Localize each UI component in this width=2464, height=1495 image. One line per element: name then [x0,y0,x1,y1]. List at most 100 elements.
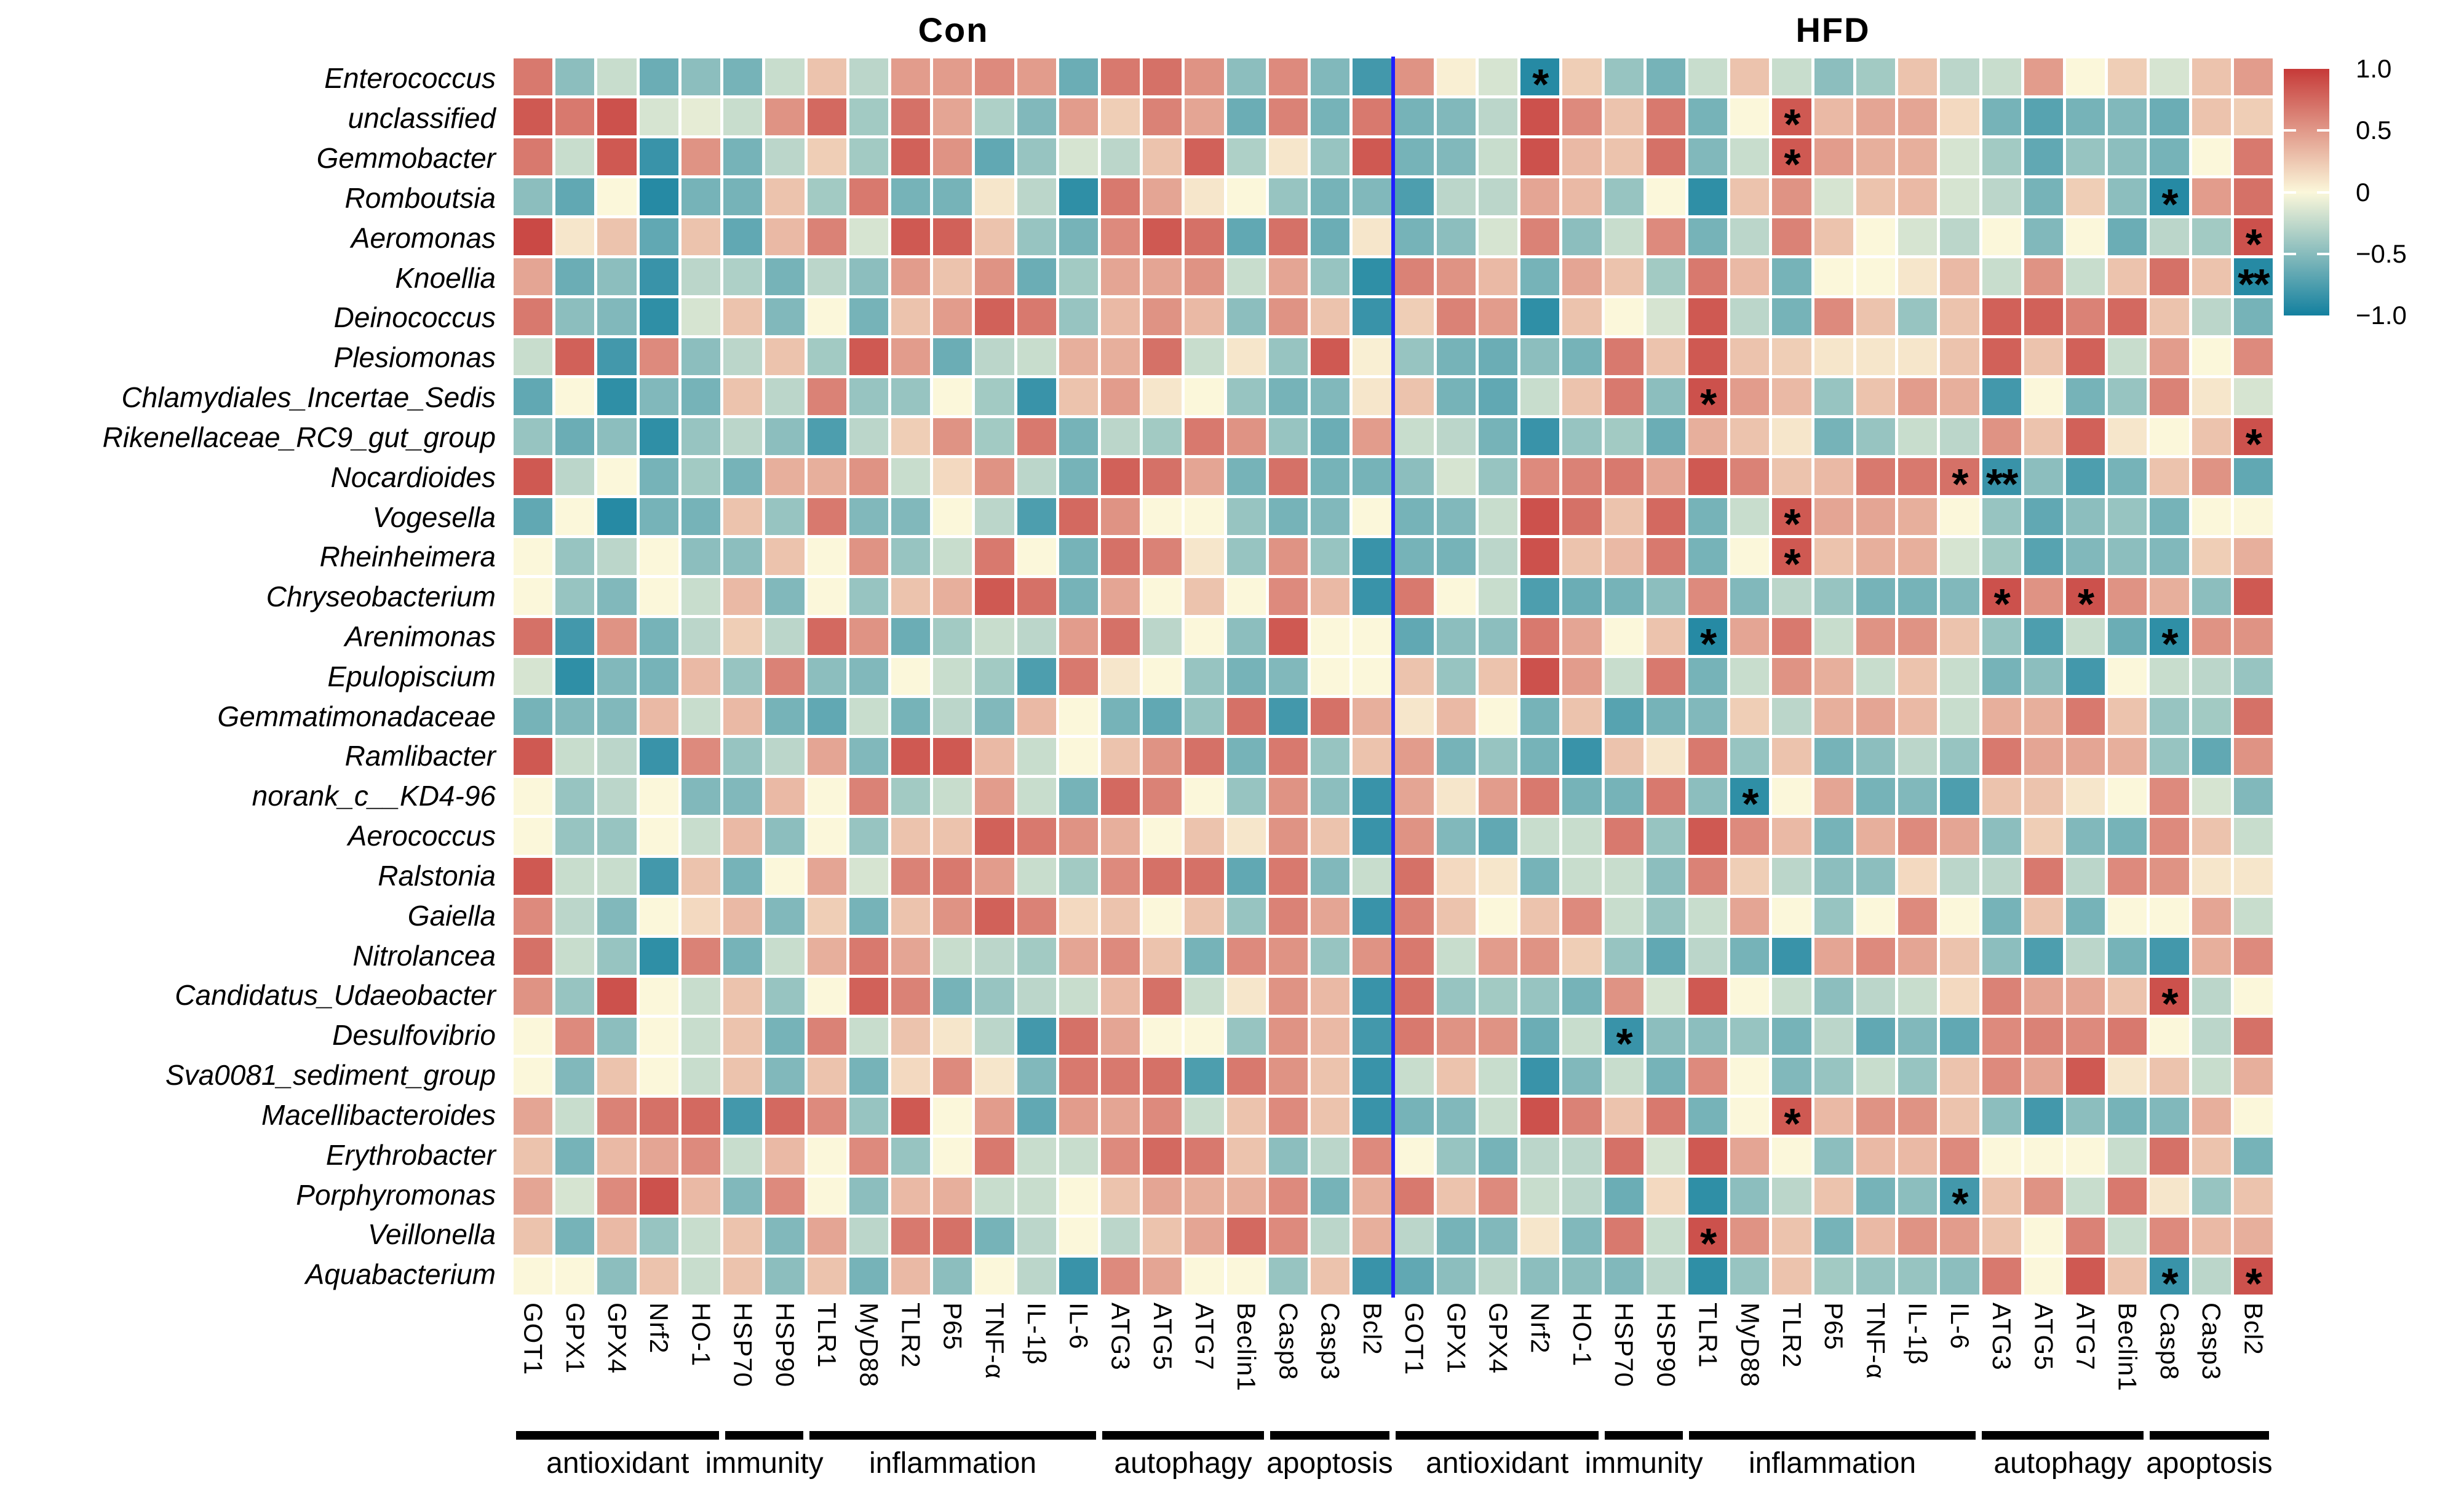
heatmap-cell [891,778,931,815]
row-label: Epulopiscium [327,660,496,692]
heatmap-cell [1688,538,1728,575]
heatmap-cell [2065,898,2105,935]
heatmap-cell [975,1138,1014,1175]
heatmap-cell [1268,898,1308,935]
heatmap-cell [2108,258,2147,295]
heatmap-cell [1226,1178,1266,1215]
heatmap-cell [1311,1178,1350,1215]
heatmap-cell [1604,698,1643,735]
heatmap-cell [1604,1218,1643,1255]
heatmap-cell [1059,538,1098,575]
heatmap-cell [1520,338,1560,375]
heatmap-cell [2024,538,2063,575]
heatmap-cell [1059,858,1098,895]
heatmap-cell [1268,498,1308,535]
column-label: TLR2 [896,1303,926,1368]
heatmap-cell [2065,98,2105,135]
heatmap-cell [514,1218,553,1255]
heatmap-cell [555,218,595,255]
heatmap-cell [597,818,637,855]
heatmap-cell [933,778,972,815]
heatmap-cell [723,58,763,95]
heatmap-cell [1478,658,1518,695]
group-divider-line [1391,57,1395,1298]
heatmap-cell [1436,1098,1476,1135]
heatmap-cell [1940,378,1979,415]
heatmap-cell [1101,418,1140,455]
heatmap-cell [1982,1178,2021,1215]
heatmap-cell [1017,578,1056,615]
heatmap-cell [1520,1098,1560,1135]
heatmap-cell [891,738,931,775]
heatmap-cell [1856,1218,1896,1255]
column-label: MyD88 [1735,1303,1765,1388]
heatmap-cell [1688,258,1728,295]
heatmap-cell [891,578,931,615]
heatmap-cell [891,1218,931,1255]
heatmap-cell [2192,1178,2231,1215]
row-label: Veillonella [368,1218,496,1251]
heatmap-cell [807,1098,846,1135]
heatmap-cell [1688,498,1728,535]
colorbar-tick-label: −1.0 [2356,301,2407,330]
heatmap-cell [1478,298,1518,335]
heatmap-cell [1772,1218,1811,1255]
heatmap-cell [723,1138,763,1175]
heatmap-cell [1226,538,1266,575]
heatmap-cell [555,458,595,495]
heatmap-cell [1688,458,1728,495]
heatmap-cell [1562,978,1602,1015]
heatmap-cell [1101,98,1140,135]
heatmap-cell [1017,938,1056,975]
heatmap-cell [555,618,595,655]
heatmap-cell [1268,1018,1308,1055]
heatmap-cell [1353,498,1392,535]
heatmap-cell [891,1258,931,1295]
heatmap-cell [807,898,846,935]
heatmap-cell [1226,818,1266,855]
heatmap-cell [1730,338,1770,375]
heatmap-cell [1940,1098,1979,1135]
heatmap-cell [555,298,595,335]
heatmap-cell [849,98,888,135]
heatmap-cell [2024,498,2063,535]
heatmap-cell [1982,938,2021,975]
column-label: ATG5 [1148,1303,1177,1371]
heatmap-cell [1311,698,1350,735]
heatmap-cell [1143,578,1182,615]
heatmap-cell [1226,1138,1266,1175]
heatmap-cell [1814,778,1853,815]
heatmap-cell [1604,898,1643,935]
heatmap-cell [723,818,763,855]
heatmap-cell [2192,98,2231,135]
heatmap-cell [1478,178,1518,215]
heatmap-cell [1017,298,1056,335]
heatmap-cell [1646,298,1685,335]
heatmap-cell [1017,98,1056,135]
category-label: immunity [705,1447,824,1480]
heatmap-cell [1226,1258,1266,1295]
heatmap-cell [1017,1098,1056,1135]
heatmap-cell [2150,858,2189,895]
heatmap-cell [1436,698,1476,735]
heatmap-cell [1059,338,1098,375]
heatmap-cell [1436,578,1476,615]
heatmap-cell [1856,178,1896,215]
heatmap-cell [1856,898,1896,935]
heatmap-cell [2065,738,2105,775]
heatmap-cell [849,738,888,775]
heatmap-cell [639,338,678,375]
heatmap-cell [1436,178,1476,215]
heatmap-cell [765,618,805,655]
heatmap-cell [1730,1218,1770,1255]
heatmap-cell [1311,138,1350,175]
heatmap-cell [2192,138,2231,175]
heatmap-cell [1478,378,1518,415]
heatmap-cell [933,1098,972,1135]
heatmap-cell [933,818,972,855]
heatmap-cell [975,178,1014,215]
group-title-hfd: HFD [1795,10,1870,49]
heatmap-cell [1562,938,1602,975]
category-bar [1605,1431,1683,1440]
heatmap-cell: * [2150,1258,2189,1305]
